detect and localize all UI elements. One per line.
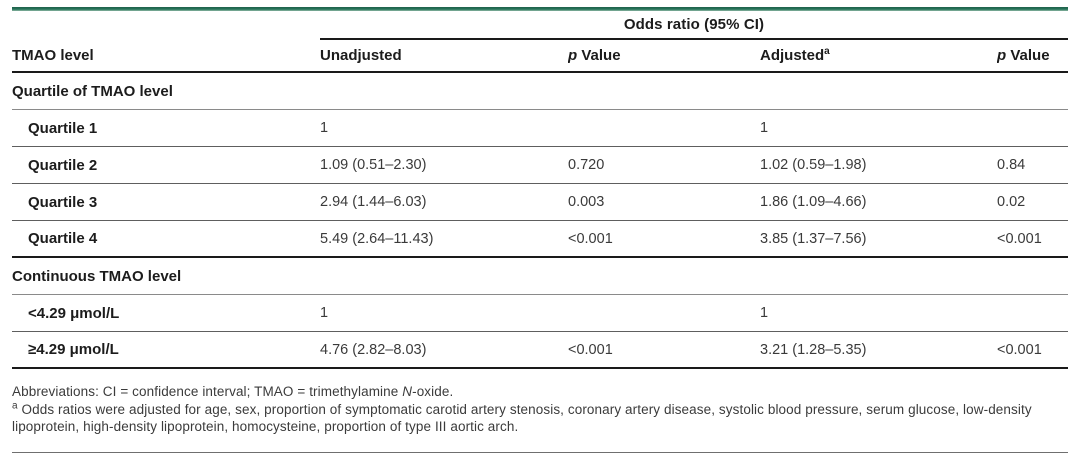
adjusted-footnote-marker: a (824, 47, 830, 57)
spanner-empty-stub (12, 11, 320, 40)
odds-ratio-table: Odds ratio (95% CI) TMAO level Unadjuste… (12, 0, 1068, 453)
section-label: Quartile of TMAO level (12, 82, 173, 100)
table-row: ≥4.29 μmol/L 4.76 (2.82–8.03) <0.001 3.2… (12, 332, 1068, 369)
unadjusted-or-cell: 5.49 (2.64–11.43) (320, 230, 434, 247)
adjusted-p-cell: <0.001 (997, 230, 1042, 247)
row-label: <4.29 μmol/L (28, 304, 120, 322)
adjustment-note-text: Odds ratios were adjusted for age, sex, … (12, 401, 1032, 435)
unadjusted-or-cell: 4.76 (2.82–8.03) (320, 341, 427, 358)
p-italic: p (568, 47, 578, 64)
adjusted-or-cell: 3.21 (1.28–5.35) (760, 341, 867, 358)
unadjusted-or-cell: 2.94 (1.44–6.03) (320, 194, 427, 210)
unadjusted-p-cell: 0.720 (568, 157, 605, 173)
p-italic: p (997, 47, 1007, 64)
italic-n: N (402, 384, 413, 399)
col-header-tmao-level: TMAO level (12, 47, 94, 64)
table-bottom-rule (12, 451, 1068, 453)
col-header-p-value-adjusted: p Value (997, 47, 1068, 64)
footnote-marker-a: a (12, 400, 18, 411)
table-row: <4.29 μmol/L 1 1 (12, 295, 1068, 332)
col-header-p-value-unadjusted: p Value (568, 47, 760, 64)
table-row: Quartile 3 2.94 (1.44–6.03) 0.003 1.86 (… (12, 184, 1068, 221)
adjusted-p-cell: <0.001 (997, 341, 1042, 358)
unadjusted-or-cell: 1 (320, 120, 329, 136)
abbreviations-note: Abbreviations: CI = confidence interval;… (12, 383, 1068, 401)
adjusted-or-cell: 3.85 (1.37–7.56) (760, 230, 867, 247)
unadjusted-p-cell: 0.003 (568, 194, 605, 210)
adjusted-or-cell: 1 (760, 305, 769, 321)
unadjusted-or-cell: 1 (320, 305, 329, 321)
column-header-row: TMAO level Unadjusted p Value Adjusteda … (12, 40, 1068, 73)
adjusted-label: Adjusted (760, 47, 825, 64)
odds-ratio-spanner-label: Odds ratio (95% CI) (320, 11, 1068, 40)
table-row: Quartile 2 1.09 (0.51–2.30) 0.720 1.02 (… (12, 147, 1068, 184)
table-section-row: Continuous TMAO level (12, 258, 1068, 295)
abbreviations-text: Abbreviations: CI = confidence interval;… (12, 384, 403, 399)
section-label: Continuous TMAO level (12, 267, 182, 285)
row-label: Quartile 3 (28, 193, 98, 211)
table-row: Quartile 1 1 1 (12, 110, 1068, 147)
adjustment-note: a Odds ratios were adjusted for age, sex… (12, 401, 1068, 436)
adjusted-or-cell: 1.86 (1.09–4.66) (760, 194, 867, 210)
col-header-adjusted: Adjusteda (760, 47, 997, 64)
unadjusted-p-cell: <0.001 (568, 230, 613, 247)
row-label: Quartile 4 (28, 230, 98, 247)
adjusted-p-cell: 0.02 (997, 194, 1026, 210)
row-label: Quartile 1 (28, 119, 98, 137)
unadjusted-p-cell: <0.001 (568, 341, 613, 358)
p-value-rest: Value (577, 47, 621, 64)
unadjusted-or-cell: 1.09 (0.51–2.30) (320, 157, 427, 173)
p-value-rest: Value (1006, 47, 1050, 64)
row-label: Quartile 2 (28, 156, 98, 174)
table-row: Quartile 4 5.49 (2.64–11.43) <0.001 3.85… (12, 221, 1068, 258)
adjusted-or-cell: 1.02 (0.59–1.98) (760, 157, 867, 173)
adjusted-p-cell: 0.84 (997, 157, 1026, 173)
table-section-row: Quartile of TMAO level (12, 73, 1068, 110)
spanner-header-row: Odds ratio (95% CI) (12, 11, 1068, 40)
adjusted-or-cell: 1 (760, 120, 769, 136)
table-top-accent-rule (12, 7, 1068, 11)
row-label: ≥4.29 μmol/L (28, 341, 119, 358)
table-footnotes: Abbreviations: CI = confidence interval;… (12, 369, 1068, 436)
abbreviations-text-end: -oxide. (412, 384, 454, 399)
col-header-unadjusted: Unadjusted (320, 47, 402, 64)
